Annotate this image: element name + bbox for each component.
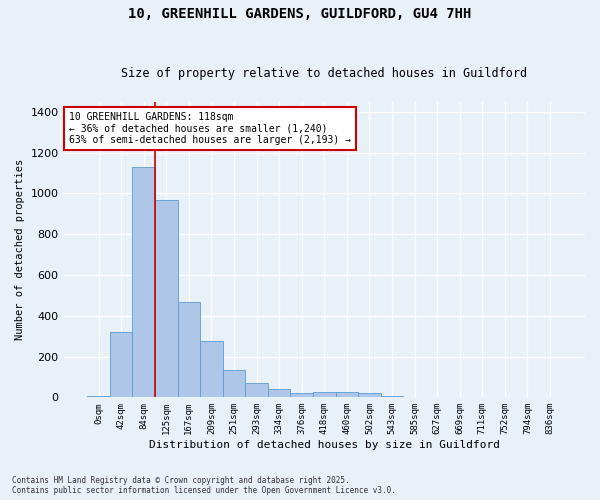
Text: 10, GREENHILL GARDENS, GUILDFORD, GU4 7HH: 10, GREENHILL GARDENS, GUILDFORD, GU4 7H… bbox=[128, 8, 472, 22]
Bar bbox=[200, 340, 223, 398]
Bar bbox=[358, 394, 381, 398]
Bar bbox=[245, 384, 268, 398]
Bar bbox=[313, 392, 335, 398]
Bar bbox=[87, 396, 110, 398]
Title: Size of property relative to detached houses in Guildford: Size of property relative to detached ho… bbox=[121, 66, 527, 80]
Bar bbox=[178, 302, 200, 398]
Bar bbox=[403, 396, 426, 398]
Text: Contains HM Land Registry data © Crown copyright and database right 2025.
Contai: Contains HM Land Registry data © Crown c… bbox=[12, 476, 396, 495]
Bar bbox=[335, 392, 358, 398]
Bar bbox=[155, 200, 178, 398]
Bar bbox=[133, 167, 155, 398]
Bar bbox=[381, 396, 403, 398]
Bar bbox=[290, 393, 313, 398]
Bar bbox=[110, 332, 133, 398]
X-axis label: Distribution of detached houses by size in Guildford: Distribution of detached houses by size … bbox=[149, 440, 500, 450]
Bar bbox=[268, 389, 290, 398]
Y-axis label: Number of detached properties: Number of detached properties bbox=[15, 159, 25, 340]
Text: 10 GREENHILL GARDENS: 118sqm
← 36% of detached houses are smaller (1,240)
63% of: 10 GREENHILL GARDENS: 118sqm ← 36% of de… bbox=[69, 112, 351, 145]
Bar bbox=[223, 370, 245, 398]
